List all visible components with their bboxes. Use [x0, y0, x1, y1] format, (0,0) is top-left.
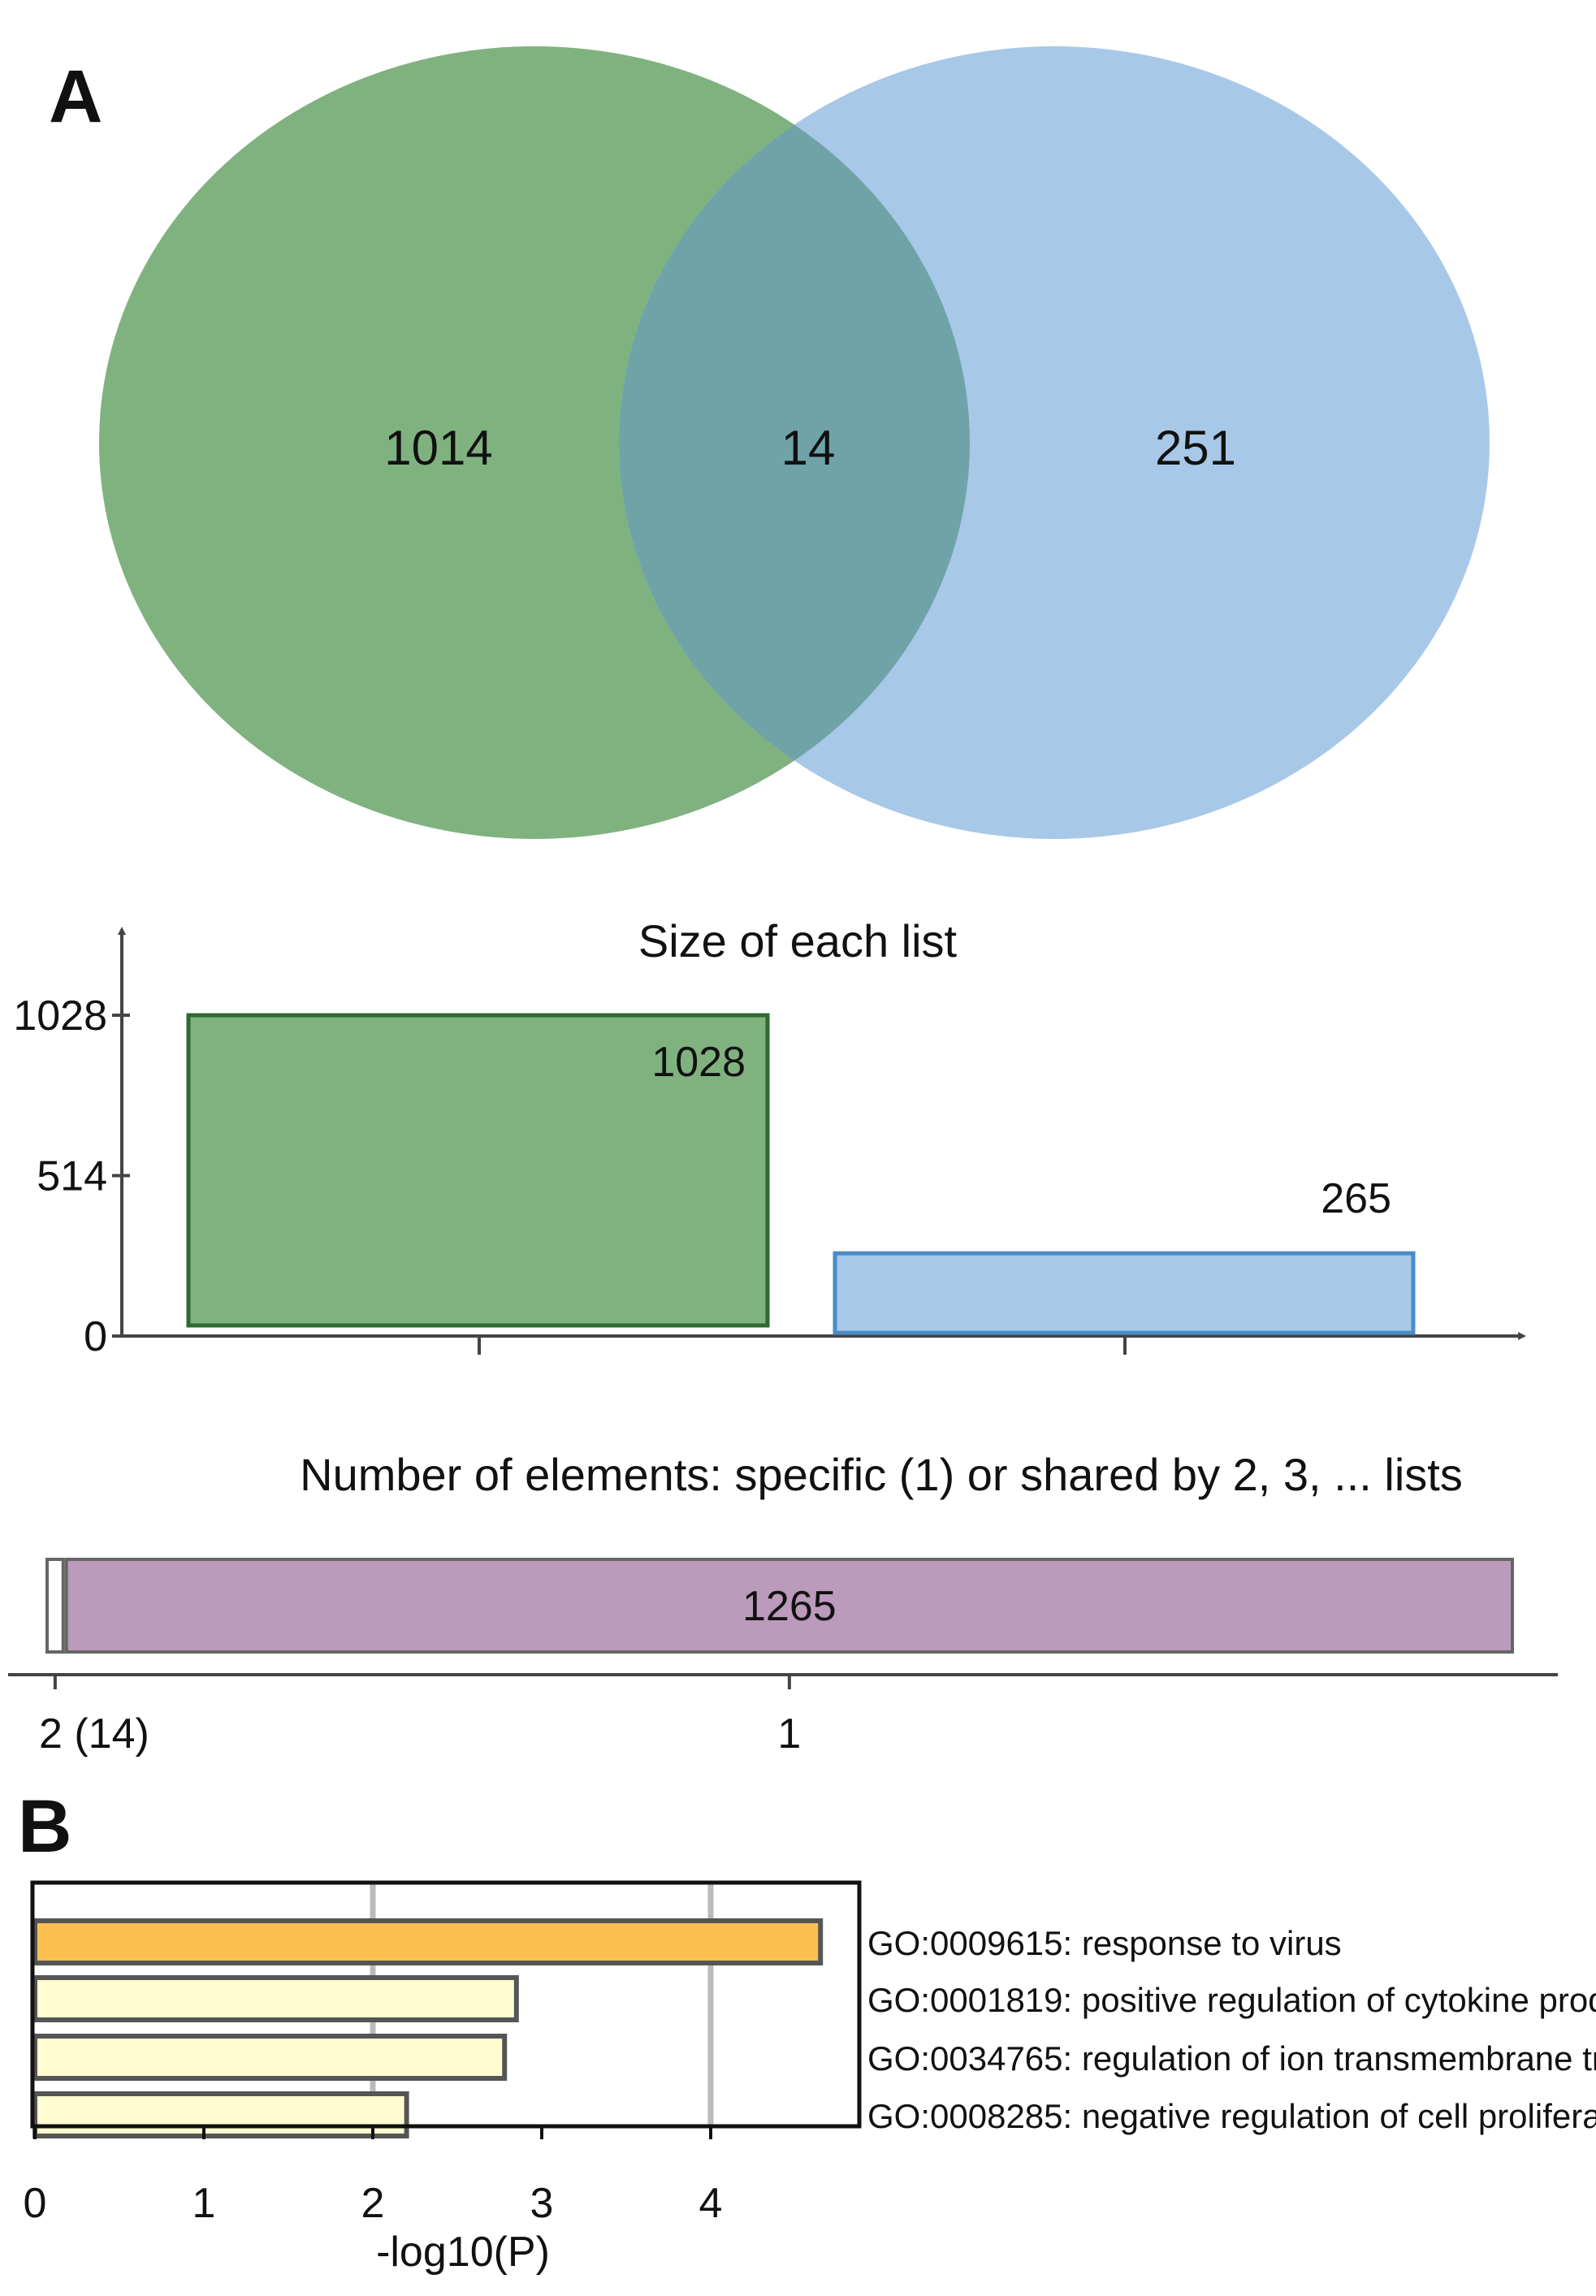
list-size-bar-green — [186, 1013, 770, 1328]
list-size-y-tick-label: 1028 — [13, 992, 107, 1040]
shared-elements-segment-1-label: 1265 — [742, 1583, 837, 1630]
venn-right-count: 251 — [1155, 421, 1236, 475]
go-category-label-3: GO:0034765: regulation of ion transmembr… — [867, 2039, 1596, 2078]
list-size-y-tick-label: 514 — [37, 1153, 107, 1200]
shared-elements-segment-1 — [64, 1558, 1514, 1654]
venn-overlap — [618, 124, 970, 761]
venn-diagram: 1014 14 251 — [99, 46, 1490, 839]
go-x-tick-label: 0 — [24, 2180, 47, 2227]
go-x-tick-label: 4 — [699, 2180, 723, 2227]
list-size-y-tick-label: 0 — [84, 1313, 107, 1360]
go-bar-3 — [32, 2034, 508, 2081]
shared-elements-chart: Number of elements: specific (1) or shar… — [8, 1449, 1558, 1758]
list-size-bar-blue-label: 265 — [1321, 1175, 1391, 1222]
go-bar-2 — [32, 1975, 519, 2022]
shared-elements-tick-label-2: 2 (14) — [39, 1710, 149, 1758]
go-x-axis-label: -log10(P) — [376, 2229, 550, 2276]
go-plot-frame — [30, 1880, 862, 2129]
panel-label-a: A — [49, 55, 102, 138]
venn-left-count: 1014 — [384, 421, 492, 475]
go-bar-4 — [32, 2091, 409, 2138]
go-bar-1 — [32, 1918, 824, 1965]
shared-elements-title: Number of elements: specific (1) or shar… — [300, 1449, 1463, 1500]
venn-overlap-count: 14 — [781, 421, 836, 475]
go-enrichment-chart: 0 1 2 3 4 -log10(P) GO:0009615: response to … — [24, 1880, 1596, 2276]
shared-elements-tick-label-1: 1 — [777, 1710, 801, 1758]
go-category-label-2: GO:0001819: positive regulation of cytok… — [867, 1981, 1596, 2019]
shared-elements-segment-2 — [45, 1558, 65, 1654]
go-x-tick-label: 3 — [530, 2180, 554, 2227]
go-category-label-1: GO:0009615: response to virus — [867, 1924, 1342, 1962]
go-category-label-4: GO:0008285: negative regulation of cell … — [867, 2097, 1596, 2135]
go-x-tick-label: 2 — [361, 2180, 385, 2227]
list-size-chart: Size of each list 0 514 1028 1028 265 — [13, 915, 1526, 1360]
panel-label-b: B — [18, 1785, 71, 1868]
go-x-tick-label: 1 — [192, 2180, 216, 2227]
list-size-title: Size of each list — [638, 915, 958, 966]
go-x-ticks: 0 1 2 3 4 — [24, 2126, 723, 2227]
list-size-y-ticks: 0 514 1028 — [13, 992, 130, 1360]
list-size-bar-blue — [833, 1251, 1416, 1335]
go-category-labels: GO:0009615: response to virus GO:0001819:… — [867, 1924, 1596, 2135]
list-size-bar-green-label: 1028 — [651, 1039, 746, 1086]
go-bars — [32, 1918, 824, 2138]
